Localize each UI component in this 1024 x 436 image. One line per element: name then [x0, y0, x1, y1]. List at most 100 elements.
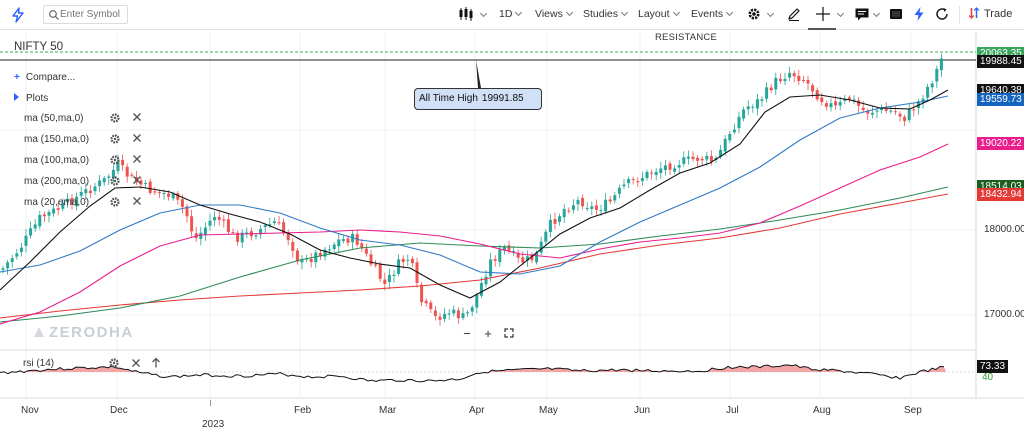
close-icon[interactable]: [131, 111, 143, 123]
candle-body: [760, 99, 764, 101]
candle-body: [502, 247, 506, 251]
gear-icon[interactable]: [109, 196, 121, 208]
zoom-in-button[interactable]: +: [484, 326, 492, 341]
kite-bolt-icon[interactable]: [10, 7, 26, 23]
views-menu[interactable]: Views: [535, 8, 573, 20]
layout-label: Layout: [638, 8, 670, 20]
candle-body: [341, 239, 345, 241]
candle-body: [884, 109, 888, 111]
time-label: Feb: [294, 405, 312, 416]
candles: [1, 53, 943, 326]
gear-icon[interactable]: [109, 112, 121, 124]
candle-body: [636, 181, 640, 183]
candlestick-icon[interactable]: [458, 6, 474, 22]
study-ma-150[interactable]: ma (150,ma,0): [24, 134, 141, 145]
candle-body: [309, 258, 313, 262]
plots-toggle[interactable]: Plots: [14, 93, 48, 104]
candle-body: [544, 231, 548, 242]
candle-body: [157, 192, 161, 194]
studies-menu[interactable]: Studies: [583, 8, 629, 20]
fullscreen-icon[interactable]: [888, 6, 904, 22]
year-label: 2023: [202, 419, 225, 430]
price-tick: 17000.00: [984, 309, 1024, 320]
candle-body: [148, 181, 152, 193]
candle-body: [838, 101, 842, 106]
candle-body: [645, 171, 649, 179]
reset-zoom-button[interactable]: [500, 325, 518, 343]
candle-body: [466, 312, 470, 314]
compare-button[interactable]: + Compare...: [14, 72, 75, 83]
candle-body: [259, 229, 263, 235]
candle-body: [47, 212, 51, 216]
refresh-icon[interactable]: [934, 6, 950, 22]
study-ma-100[interactable]: ma (100,ma,0): [24, 155, 141, 166]
comment-icon[interactable]: [854, 6, 870, 22]
close-icon[interactable]: [130, 357, 142, 369]
time-label: Aug: [813, 405, 831, 416]
close-icon[interactable]: [131, 174, 143, 186]
caret-right-icon: [14, 93, 19, 101]
lightning-icon[interactable]: [911, 6, 927, 22]
close-icon[interactable]: [131, 153, 143, 165]
candle-body: [774, 77, 778, 90]
candle-body: [834, 101, 838, 106]
symbol-title: NIFTY 50: [14, 41, 63, 53]
study-ma-200[interactable]: ma (200,ma,0): [24, 176, 141, 187]
candle-body: [594, 205, 598, 210]
candle-body: [171, 193, 175, 199]
zoom-out-button[interactable]: −: [463, 326, 471, 341]
candle-body: [19, 247, 23, 253]
views-label: Views: [535, 8, 563, 20]
candle-body: [24, 235, 28, 246]
zerodha-logo-icon: [34, 327, 44, 337]
candle-body: [121, 159, 125, 166]
candle-body: [429, 302, 433, 310]
rsi-pane: [0, 364, 976, 383]
time-label: Dec: [110, 405, 128, 416]
trade-button[interactable]: Trade: [968, 7, 1012, 20]
candle-body: [788, 72, 792, 78]
candle-body: [939, 58, 943, 71]
candle-body: [847, 97, 851, 100]
candle-body: [240, 232, 244, 243]
interval-dropdown[interactable]: 1D: [499, 8, 523, 20]
candle-body: [806, 80, 810, 84]
symbol-search[interactable]: [43, 5, 128, 24]
candle-body: [374, 264, 378, 266]
candle-body: [236, 232, 240, 242]
plus-icon: +: [14, 72, 20, 83]
study-ma-50[interactable]: ma (50,ma,0): [24, 113, 141, 124]
candle-body: [295, 250, 299, 262]
candle-body: [650, 172, 654, 174]
candle-body: [548, 219, 552, 233]
layout-menu[interactable]: Layout: [638, 8, 680, 20]
close-icon[interactable]: [131, 132, 143, 144]
toolbar-divider: [959, 6, 960, 24]
pencil-icon[interactable]: [786, 6, 802, 22]
crosshair-icon[interactable]: [815, 6, 831, 22]
gear-icon[interactable]: [109, 175, 121, 187]
study-label: ma (20,ema,0): [24, 197, 90, 208]
close-icon[interactable]: [131, 195, 143, 207]
candle-body: [383, 279, 387, 285]
gear-icon[interactable]: [746, 6, 762, 22]
gear-icon[interactable]: [109, 133, 121, 145]
year-tick: [210, 400, 211, 406]
gear-icon[interactable]: [109, 154, 121, 166]
candle-body: [176, 193, 180, 200]
candle-body: [755, 99, 759, 109]
candle-body: [75, 196, 79, 207]
candle-body: [507, 245, 511, 251]
candle-body: [162, 193, 166, 195]
candle-body: [291, 241, 295, 251]
candle-body: [475, 294, 479, 308]
search-input[interactable]: [60, 7, 126, 22]
arrow-up-icon[interactable]: [150, 357, 162, 369]
events-menu[interactable]: Events: [691, 8, 734, 20]
gear-icon[interactable]: [108, 357, 120, 369]
candle-body: [875, 110, 879, 112]
study-ema-20[interactable]: ma (20,ema,0): [24, 197, 141, 208]
all-time-high-callout[interactable]: All Time High 19991.85: [414, 88, 542, 110]
candle-body: [659, 168, 663, 174]
